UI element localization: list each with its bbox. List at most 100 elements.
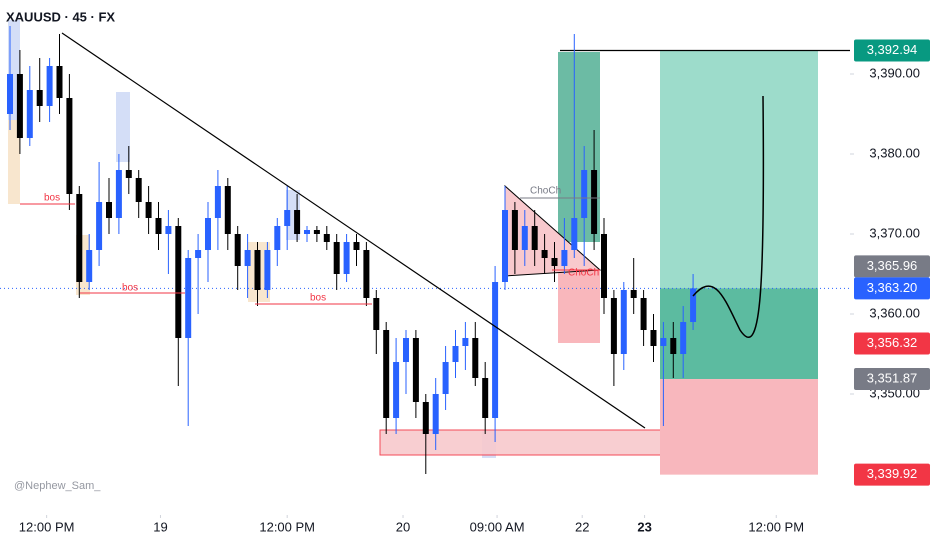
x-tick-label: 22 [575,519,589,534]
candle-body [36,90,43,106]
candle-body [96,202,103,250]
candle-body [234,234,241,266]
candle-body [482,378,489,418]
candle-body [591,170,598,234]
candle-body [373,298,380,330]
candle-body [660,338,667,346]
candle-body [115,170,122,218]
candle-body [581,170,588,218]
candle-body [204,218,211,250]
y-tick-label: 3,380.00 [869,145,920,160]
candle-body [363,250,370,298]
candle-body [135,178,142,202]
candle-body [284,210,291,226]
annotation: bos [44,193,60,204]
candle-body [244,250,251,266]
candle-body [393,362,400,418]
candle-body [422,402,429,434]
price-label-box [854,463,930,486]
stop-zone [660,379,818,475]
candles [6,26,697,474]
annotation: ChoCh [568,268,599,279]
drawings: bos bos bos ChoCh ChoCh XAUUSD · 45 · FX… [6,9,765,492]
position-tool [0,49,850,475]
price-label: 3,365.96 [867,258,918,273]
candle-body [264,250,271,290]
candle-body [323,234,330,242]
price-label-box [854,368,930,391]
candle-body [511,210,518,250]
annotation: ChoCh [530,186,561,197]
candle-body [46,66,53,106]
axes: 3,350.003,360.003,370.003,380.003,390.00… [19,65,920,534]
candle-body [383,330,390,418]
candle-body [185,258,192,338]
trend-line [61,32,646,429]
candle-body [640,298,647,330]
candle-body [6,74,13,114]
candle-body [16,74,23,138]
candle-body [472,338,479,378]
price-label-box [854,39,930,62]
candle-body [56,66,63,98]
y-tick-label: 3,360.00 [869,305,920,320]
candle-body [214,186,221,218]
candle-body [313,230,320,234]
x-tick-label: 20 [396,519,410,534]
candle-body [333,242,340,274]
candle-body [26,90,33,138]
price-label: 3,356.32 [867,335,918,350]
candle-body [630,290,637,298]
price-label-box [854,332,930,355]
candle-body [432,394,439,434]
x-tick-label: 12:00 PM [748,519,804,534]
candle-body [303,230,310,234]
x-tick-label: 12:00 PM [259,519,315,534]
candle-body [86,250,93,282]
watermark: @Nephew_Sam_ [14,480,101,492]
candle-body [680,322,687,354]
candle-body [650,330,657,346]
candle-body [254,250,261,290]
price-label: 3,339.92 [867,466,918,481]
candle-body [452,346,459,362]
candle-body [620,290,627,354]
candle-body [353,242,360,250]
candle-body [412,338,419,402]
candle-body [165,226,172,234]
price-label: 3,363.20 [867,280,918,295]
candle-body [155,218,162,234]
candle-body [105,202,112,218]
candle-body [274,226,281,250]
candle-body [501,210,508,282]
price-labels: 3,392.94 3,365.96 3,363.20 3,356.32 3,351.87… [854,39,930,486]
candle-body [610,298,617,354]
candle-body [551,258,558,266]
candle-body [492,282,499,418]
x-tick-label: 09:00 AM [470,519,525,534]
price-label-box [854,255,930,278]
candle-body [175,226,182,338]
y-tick-label: 3,370.00 [869,225,920,240]
candle-body [343,242,350,274]
y-tick-label: 3,390.00 [869,65,920,80]
candle-body [690,288,697,322]
candle-body [145,202,152,218]
x-tick-label: 19 [153,519,167,534]
open-profit [660,288,818,380]
x-tick-label: 12:00 PM [19,519,75,534]
candle-body [402,338,409,362]
candle-body [561,250,568,266]
candle-body [462,338,469,346]
candle-body [76,194,83,282]
price-label-box [854,277,930,300]
candle-body [541,250,548,258]
candle-body [224,186,231,234]
chart-title: XAUUSD · 45 · FX [6,9,115,24]
candle-body [125,170,132,178]
candle-body [195,250,202,258]
candle-body [521,226,528,250]
candle-body [66,98,73,194]
annotation: bos [122,283,138,294]
